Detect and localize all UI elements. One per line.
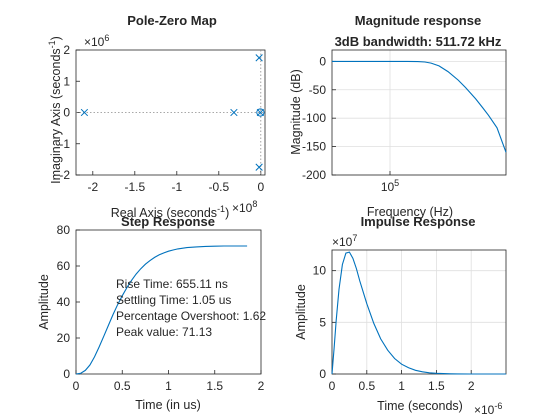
- mag-subtitle: 3dB bandwidth: 511.72 kHz: [335, 34, 502, 49]
- y-tick-label: 0: [319, 367, 326, 381]
- series-line: [75, 245, 248, 375]
- x-tick-label: 1: [398, 379, 405, 393]
- x-tick-label: -0.5: [208, 180, 229, 194]
- step-annotation: Rise Time: 655.11 ns: [116, 277, 228, 291]
- y-tick-label: 10: [313, 264, 327, 278]
- y-tick-label: 2: [63, 43, 70, 57]
- x-tick-label: 0.5: [114, 379, 131, 393]
- pz-y-exponent: ×106: [84, 33, 109, 49]
- imp-x-exponent: ×10-6: [474, 401, 502, 417]
- step-title: Step Response: [121, 214, 215, 229]
- y-tick-label: 60: [57, 259, 71, 273]
- imp-y-label: Amplitude: [294, 284, 308, 340]
- mag-axes-frame: [331, 49, 507, 176]
- step-y-label: Amplitude: [37, 274, 51, 330]
- y-tick-label: -1: [59, 137, 70, 151]
- y-tick-label: 1: [63, 74, 70, 88]
- x-tick-label: -1.5: [124, 180, 145, 194]
- y-tick-label: -200: [302, 168, 326, 182]
- x-tick-label: 1: [165, 379, 172, 393]
- pole-marker: [80, 108, 89, 117]
- x-tick-label: 2: [468, 379, 475, 393]
- y-tick-label: 0: [63, 367, 70, 381]
- pz-title: Pole-Zero Map: [127, 13, 217, 28]
- impulse-panel: Impulse Response ×107 0 0.5 1 1.5 2 0 5 10 Time…: [294, 214, 507, 417]
- imp-y-exponent: ×107: [332, 233, 357, 249]
- imp-x-label: Time (seconds): [377, 399, 463, 413]
- x-tick-label: 2: [258, 379, 265, 393]
- y-tick-label: 40: [57, 295, 71, 309]
- mag-y-label: Magnitude (dB): [289, 69, 303, 154]
- step-x-label: Time (in us): [135, 398, 201, 412]
- y-tick-label: 20: [57, 331, 71, 345]
- pole-marker: [230, 108, 238, 117]
- step-annotation: Settling Time: 1.05 us: [116, 293, 231, 307]
- imp-axes-frame: [331, 249, 507, 375]
- y-tick-label: -150: [302, 140, 326, 154]
- y-tick-label: -100: [302, 111, 326, 125]
- x-tick-label: 0: [257, 180, 264, 194]
- step-annotation: Percentage Overshoot: 1.62: [116, 309, 266, 323]
- x-tick-label: 1.5: [428, 379, 445, 393]
- y-tick-label: 0: [63, 106, 70, 120]
- pz-x-exponent: ×108: [232, 199, 257, 215]
- pz-y-label: Imaginary Axis (seconds-1): [47, 36, 63, 184]
- y-tick-label: 80: [57, 223, 71, 237]
- series-line: [332, 60, 507, 153]
- y-tick-label: 5: [319, 315, 326, 329]
- pole-marker: [255, 163, 263, 171]
- x-tick-label: 105: [381, 178, 399, 194]
- pole-marker: [255, 54, 263, 62]
- pz-x-label: Real Axis (seconds-1): [111, 204, 230, 220]
- magnitude-panel: Magnitude response 3dB bandwidth: 511.72…: [289, 13, 507, 219]
- y-tick-label: -50: [309, 83, 327, 97]
- x-tick-label: -2: [87, 180, 98, 194]
- step-annotation: Peak value: 71.13: [116, 325, 212, 339]
- x-tick-label: 1.5: [206, 379, 223, 393]
- mag-title: Magnitude response: [355, 13, 481, 28]
- x-tick-label: 0: [329, 379, 336, 393]
- pole-marker: [256, 108, 265, 117]
- series-line: [331, 251, 506, 375]
- imp-title: Impulse Response: [361, 214, 476, 229]
- y-tick-label: 0: [319, 54, 326, 68]
- y-tick-label: -2: [59, 168, 70, 182]
- x-tick-label: -1: [171, 180, 182, 194]
- x-tick-label: 0: [73, 379, 80, 393]
- zero-marker: [256, 108, 265, 117]
- mag-x-label: Frequency (Hz): [367, 205, 453, 219]
- x-tick-label: 0.5: [358, 379, 375, 393]
- pole-zero-panel: Pole-Zero Map ×106 -2 -1.5 -1 -0.5 0-2-1012 …: [47, 13, 266, 220]
